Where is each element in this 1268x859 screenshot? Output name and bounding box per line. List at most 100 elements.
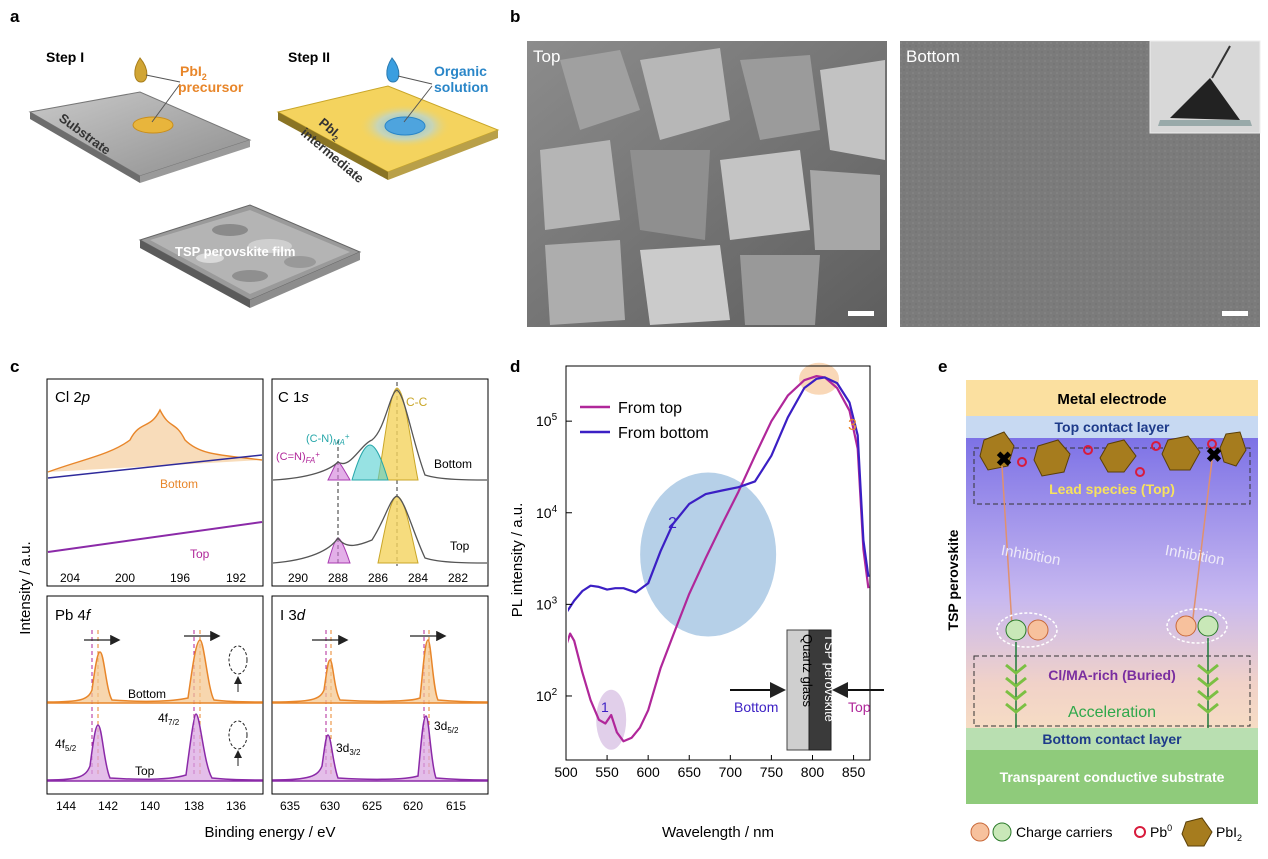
panel-letter-a: a: [10, 7, 20, 26]
legend-bottom-text: From bottom: [618, 425, 709, 442]
pb-top-label: Top: [135, 764, 155, 778]
x-tick-label: 700: [719, 764, 743, 780]
x-tick-label: 650: [678, 764, 702, 780]
chevrons-right: [1197, 663, 1219, 714]
legend-pb0-icon: [1134, 826, 1146, 838]
cl2p-tick: 204: [60, 571, 80, 585]
pb-tick: 136: [226, 799, 246, 813]
pl-frame: [565, 365, 871, 761]
i3d-tick: 625: [362, 799, 382, 813]
metal-electrode-layer: [966, 380, 1258, 416]
x-tick-label: 550: [595, 764, 619, 780]
pb-p52-label: 4f5/2: [55, 737, 77, 753]
top-contact-layer: [966, 416, 1258, 438]
i3d-p52-label: 3d5/2: [434, 719, 459, 735]
legend-pbi2-icon: [1181, 817, 1213, 847]
pl-legend: From top From bottom: [580, 400, 709, 442]
pb-shoulder-circle-2: [228, 720, 248, 750]
chevrons-left: [1005, 663, 1027, 714]
i3d-ticks: 635 630 625 620 615: [280, 799, 466, 813]
carrier-electron-right: [1175, 615, 1197, 637]
panel-c: c Intensity / a.u. Binding energy / eV C…: [10, 357, 489, 841]
pb-tick: 138: [184, 799, 204, 813]
substrate-plate-1: Substrate: [28, 91, 252, 183]
block-x-left: ✖: [996, 449, 1013, 471]
panel-d-ylabel: PL intensity / a.u.: [509, 503, 526, 618]
pb4f-frame: [46, 595, 264, 795]
carrier-hole-left: [1005, 619, 1027, 641]
chevron: [1197, 663, 1219, 675]
chevron: [1197, 689, 1219, 701]
pb4f-title: Pb 4f: [55, 607, 92, 624]
legend-pb0-text: Pb0: [1150, 823, 1172, 840]
i3d-bottom-curve: [272, 639, 488, 704]
cl2p-tick: 192: [226, 571, 246, 585]
pb-bottom-label: Bottom: [128, 687, 166, 701]
pl-plot-area: [568, 362, 870, 750]
inhibition-line-left: [1001, 465, 1013, 627]
precursor-pbi-label: PbI2: [180, 63, 207, 82]
step2-label: Step II: [288, 49, 330, 65]
c1s-ticks: 290 288 286 284 282: [288, 571, 468, 585]
i3d-p32-label: 3d3/2: [336, 741, 361, 757]
chevron: [1005, 663, 1027, 675]
i3d-top-curve: [272, 715, 488, 782]
carrier-pair-right-ring: [1166, 608, 1228, 644]
x-tick-label: 800: [801, 764, 825, 780]
pb0-dot: [1135, 467, 1145, 477]
pb-tick: 140: [140, 799, 160, 813]
pb-top-curve: [47, 713, 263, 782]
precursor-droplet: [132, 57, 181, 134]
c1s-top-label: Top: [450, 539, 470, 553]
sem-top-label: Top: [533, 47, 560, 66]
lead-species-label: Lead species (Top): [1049, 481, 1175, 497]
cl2p-bottom-curve: [47, 408, 263, 473]
legend-pbi2-text: PbI2: [1216, 824, 1242, 843]
sem-bottom-image: Bottom: [900, 40, 1261, 327]
inset-quartz-text: Quartz glass: [800, 634, 815, 707]
i3d-title: I 3d: [280, 607, 306, 624]
pb0-dot: [1207, 439, 1217, 449]
c1s-tick: 282: [448, 571, 468, 585]
c1s-tick: 284: [408, 571, 428, 585]
c1s-tick: 286: [368, 571, 388, 585]
legend-carriers-text: Charge carriers: [1016, 824, 1112, 840]
series-from-bottom-line: [568, 376, 870, 613]
panel-d-xlabel: Wavelength / nm: [662, 824, 774, 841]
pb-tick: 144: [56, 799, 76, 813]
c1s-top-cfa-peak: [327, 537, 351, 564]
film-label: TSP perovskite film: [175, 244, 295, 259]
inset-bottom-label: Bottom: [734, 699, 778, 715]
inset-tsp-rect: [808, 629, 832, 751]
region-1-label: 1: [601, 699, 609, 715]
substrate-layer-label: Transparent conductive substrate: [1000, 769, 1225, 785]
carrier-pair-left-ring: [996, 612, 1058, 648]
c1s-bottom-cfa-peak: [327, 461, 351, 481]
bottom-contact-layer: [966, 728, 1258, 750]
sem-top-image: Top: [527, 41, 887, 327]
cl2p-top-curve: [47, 521, 263, 553]
chevron: [1005, 676, 1027, 688]
pbi2-hex: [979, 431, 1015, 471]
chevron: [1197, 702, 1219, 714]
i3d-tick: 630: [320, 799, 340, 813]
cl2p-frame: [46, 378, 264, 587]
i3d-tick: 635: [280, 799, 300, 813]
pb0-dot: [1017, 457, 1027, 467]
pb-bottom-curve: [47, 639, 263, 704]
pb-tick: 142: [98, 799, 118, 813]
panel-e: e Metal electrode Top contact layer Lead…: [938, 357, 1258, 847]
y-tick-label: 105: [536, 412, 558, 429]
pbi2-hex: [1161, 435, 1201, 471]
panel-c-xlabel: Binding energy / eV: [205, 824, 336, 841]
top-contact-label: Top contact layer: [1055, 419, 1170, 435]
y-tick-label: 102: [536, 687, 558, 704]
carrier-electron-left: [1027, 619, 1049, 641]
bottom-contact-label: Bottom contact layer: [1042, 731, 1182, 747]
panel-d: d PL intensity / a.u. Wavelength / nm 50…: [509, 357, 884, 841]
pb-ticks: 144 142 140 138 136: [56, 799, 246, 813]
inset-top-label: Top: [848, 699, 871, 715]
y-tick-label: 103: [536, 595, 558, 612]
c1s-bottom-label: Bottom: [434, 457, 472, 471]
